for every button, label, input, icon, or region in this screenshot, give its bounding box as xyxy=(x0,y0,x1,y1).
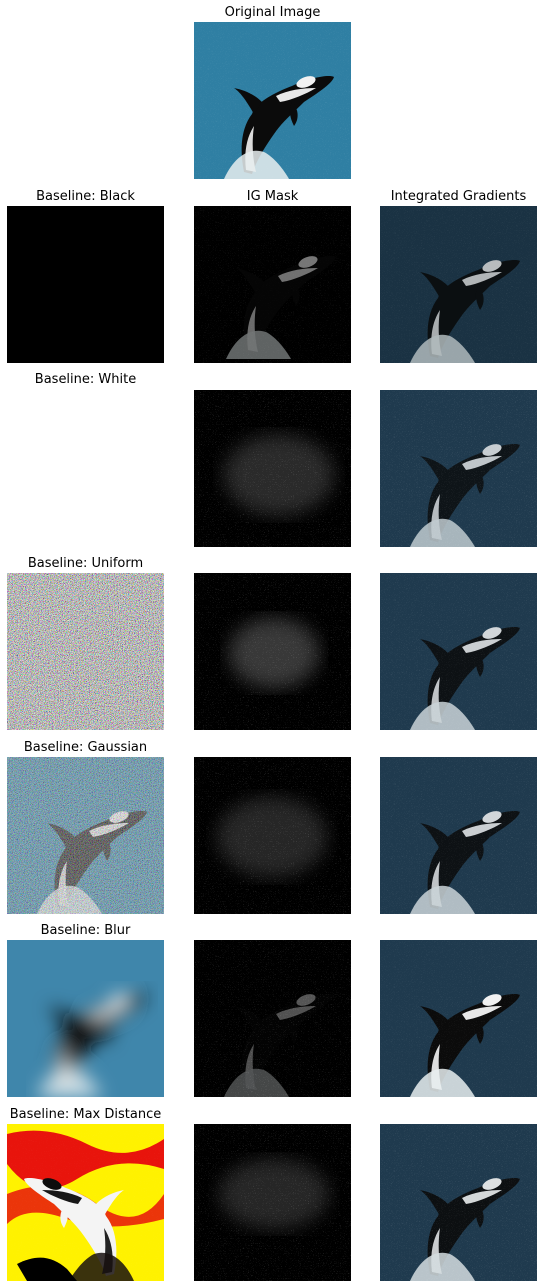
original-image xyxy=(194,22,351,179)
original-image-title: Original Image xyxy=(224,5,321,20)
baseline-max-distance-image xyxy=(7,1124,164,1281)
baseline-title: Baseline: Blur xyxy=(40,923,131,938)
integrated-gradients-black xyxy=(380,206,537,363)
ig-mask-black xyxy=(194,206,351,363)
integrated-gradients-max-distance xyxy=(380,1124,537,1281)
baseline-title: Baseline: Max Distance xyxy=(9,1107,162,1122)
baseline-black-image xyxy=(7,206,164,363)
baseline-uniform-image xyxy=(7,573,164,730)
baseline-white-image xyxy=(7,390,164,547)
baseline-gaussian-image xyxy=(7,757,164,914)
ig-mask-gaussian xyxy=(194,757,351,914)
baseline-title: Baseline: Black xyxy=(36,189,135,204)
baseline-title: Baseline: Gaussian xyxy=(23,740,148,755)
baseline-title: Baseline: Uniform xyxy=(27,556,144,571)
integrated-gradients-blur xyxy=(380,940,537,1097)
ig-mask-max-distance xyxy=(194,1124,351,1281)
integrated-gradients-uniform xyxy=(380,573,537,730)
original-orca-photo xyxy=(194,22,351,179)
baseline-title: Baseline: White xyxy=(34,372,137,387)
ig-mask-white xyxy=(194,390,351,547)
ig-mask-blur xyxy=(194,940,351,1097)
baseline-blur-image xyxy=(7,940,164,1097)
ig-mask-column-title: IG Mask xyxy=(246,189,299,204)
integrated-gradients-column-title: Integrated Gradients xyxy=(390,189,527,204)
integrated-gradients-gaussian xyxy=(380,757,537,914)
integrated-gradients-white xyxy=(380,390,537,547)
ig-mask-uniform xyxy=(194,573,351,730)
